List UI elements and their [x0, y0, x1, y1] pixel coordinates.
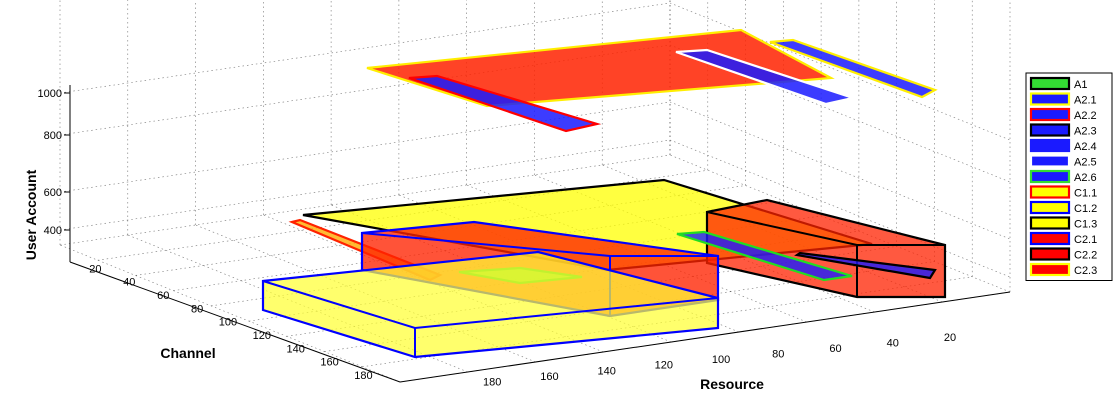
legend-label: C2.2 — [1074, 250, 1097, 262]
legend-swatch — [1029, 231, 1071, 246]
box-C2-3 — [366, 28, 835, 108]
legend-swatch — [1029, 247, 1071, 261]
legend-swatch — [1029, 92, 1071, 106]
legend-item: C1.1 — [1029, 185, 1097, 200]
legend-swatch — [1029, 169, 1071, 184]
x-axis-label: Resource — [700, 376, 764, 392]
y-tick-label: 160 — [320, 357, 338, 369]
box-face — [261, 250, 720, 359]
legend-label: A2.4 — [1074, 141, 1097, 153]
legend-label: C2.3 — [1074, 265, 1097, 277]
legend-item: A2.4 — [1029, 138, 1097, 153]
y-tick-label: 180 — [354, 370, 372, 382]
z-tick-label: 1000 — [38, 88, 62, 100]
legend-item: A2.5 — [1029, 154, 1097, 169]
legend-swatch — [1029, 138, 1071, 153]
legend-swatch — [1029, 107, 1071, 122]
y-tick-label: 40 — [123, 277, 135, 289]
box-face — [366, 28, 835, 108]
wall-grid-line — [59, 2, 1011, 141]
legend-label: A2.1 — [1074, 95, 1097, 107]
legend-label: A2.6 — [1074, 172, 1097, 184]
legend-swatch — [1029, 216, 1071, 230]
box-face — [675, 48, 858, 106]
box-A2-6 — [676, 230, 853, 282]
legend-item: A2.6 — [1029, 169, 1097, 184]
x-tick-label: 20 — [944, 332, 956, 344]
wall-grid-line — [59, 139, 1011, 278]
legend-item: A2.2 — [1029, 107, 1097, 122]
y-tick-label: 80 — [191, 303, 203, 315]
y-axis-label: Channel — [160, 345, 215, 361]
z-tick-label: 800 — [44, 130, 62, 142]
legend: A1 A2.1 A2.2 A2.3 A2.4 A2.5 A2.6 C1.1 C1.2 C1.3 C2… — [1025, 72, 1113, 281]
legend-swatch — [1029, 123, 1071, 137]
y-axis-line — [69, 261, 401, 383]
box-face — [769, 38, 938, 99]
y-tick-label: 140 — [287, 343, 305, 355]
box-C1-2 — [261, 250, 720, 359]
legend-item: C1.2 — [1029, 200, 1097, 215]
legend-label: C1.2 — [1074, 203, 1097, 215]
legend-item: A1 — [1029, 76, 1087, 91]
y-tick-label: 100 — [219, 317, 237, 329]
legend-item: A2.1 — [1029, 92, 1097, 107]
box-A2-5 — [675, 48, 858, 106]
legend-item: C2.3 — [1029, 262, 1097, 277]
x-tick-label: 80 — [772, 349, 784, 361]
legend-item: C1.3 — [1029, 216, 1097, 231]
legend-swatch — [1029, 76, 1071, 91]
z-axis-label: User Account — [23, 169, 39, 260]
legend-item: A2.3 — [1029, 123, 1097, 138]
floor-grid-line — [59, 154, 671, 246]
x-axis-line — [399, 291, 1011, 383]
wall-grid-line — [59, 101, 1011, 240]
box-C2-2 — [705, 198, 947, 299]
legend-item: C2.2 — [1029, 247, 1097, 262]
z-tick-label: 600 — [44, 187, 62, 199]
legend-label: C1.1 — [1074, 188, 1097, 200]
x-tick-label: 160 — [540, 371, 558, 383]
x-tick-label: 120 — [655, 360, 673, 372]
legend-swatch — [1029, 185, 1071, 199]
legend-label: A2.5 — [1074, 157, 1097, 169]
legend-label: A2.3 — [1074, 126, 1097, 138]
tick-labels: 4006008001000204060801001201401601802040… — [38, 85, 1011, 388]
legend-label: A1 — [1074, 79, 1087, 91]
legend-swatch — [1029, 262, 1071, 277]
data-boxes — [261, 28, 947, 359]
box-face — [408, 74, 602, 133]
legend-item: C2.1 — [1029, 231, 1097, 246]
x-tick-label: 60 — [829, 343, 841, 355]
legend-label: A2.2 — [1074, 110, 1097, 122]
legend-swatch — [1029, 154, 1071, 168]
box-A2-1 — [769, 38, 938, 99]
legend-swatch — [1029, 200, 1071, 215]
box-face — [794, 251, 937, 280]
box-A2-3 — [794, 251, 937, 280]
x-tick-label: 180 — [483, 376, 501, 388]
z-tick-label: 400 — [44, 225, 62, 237]
box-face — [676, 230, 853, 282]
legend-label: C1.3 — [1074, 219, 1097, 231]
legend-label: C2.1 — [1074, 234, 1097, 246]
x-tick-label: 140 — [597, 365, 615, 377]
x-tick-label: 100 — [712, 354, 730, 366]
box-A2-2 — [408, 74, 602, 133]
x-tick-label: 40 — [887, 338, 899, 350]
